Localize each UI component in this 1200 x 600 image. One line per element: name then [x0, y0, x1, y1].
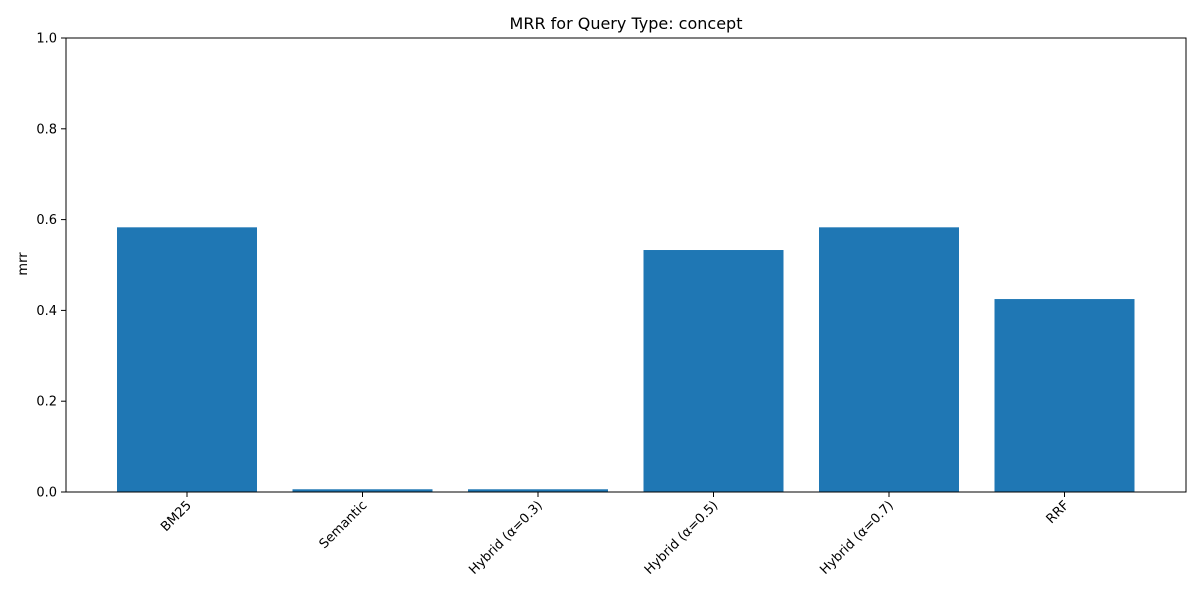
y-axis-label: mrr [16, 252, 31, 276]
y-tick-label: 1.0 [36, 32, 57, 47]
y-tick-label: 0.0 [36, 486, 57, 501]
x-tick-label: Hybrid (α=0.7) [817, 498, 896, 577]
y-tick-label: 0.6 [36, 213, 57, 228]
x-tick-label: Hybrid (α=0.3) [466, 498, 545, 577]
y-tick-label: 0.4 [36, 304, 57, 319]
y-tick-label: 0.2 [36, 395, 57, 410]
y-tick-label: 0.8 [36, 122, 57, 137]
bar-1 [292, 489, 433, 492]
x-ticks-group: BM25 Semantic Hybrid (α=0.3) Hybrid (α=0.5)… [158, 492, 1072, 578]
chart-title: MRR for Query Type: concept [510, 14, 743, 33]
bar-4 [819, 227, 959, 492]
x-tick-label: RRF [1044, 498, 1073, 527]
bar-2 [468, 489, 608, 492]
bar-0 [117, 227, 257, 492]
plot-frame [65, 37, 1187, 493]
y-ticks-group: 0.0 0.2 0.4 0.6 0.8 1.0 [36, 32, 66, 501]
bar-3 [643, 250, 784, 492]
x-tick-label: Semantic [317, 498, 371, 552]
bar-5 [994, 299, 1135, 492]
x-tick-label: BM25 [158, 498, 195, 535]
x-tick-label: Hybrid (α=0.5) [642, 498, 721, 577]
bars-group [117, 227, 1135, 492]
